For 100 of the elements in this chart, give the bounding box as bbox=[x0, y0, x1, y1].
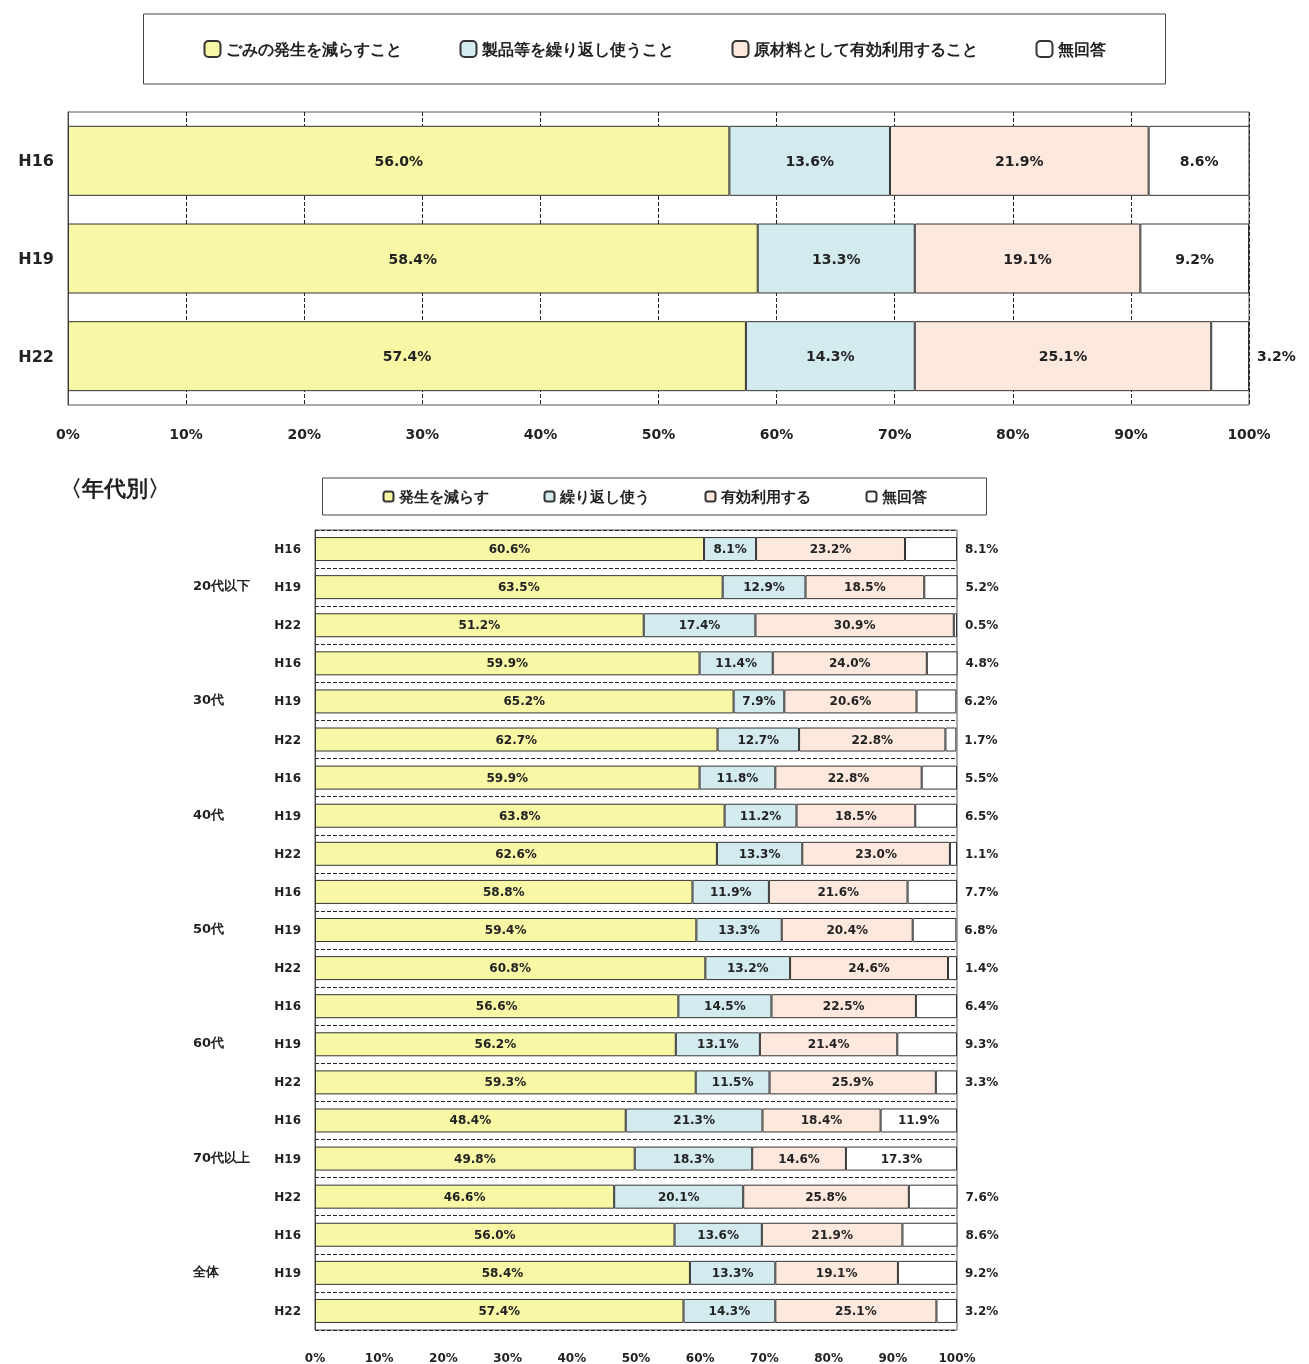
data-label: 8.6% bbox=[965, 1227, 999, 1242]
data-label: 13.6% bbox=[785, 152, 834, 169]
data-label: 23.0% bbox=[855, 846, 897, 861]
data-label: 20.6% bbox=[829, 694, 872, 709]
x-tick-label: 40% bbox=[557, 1351, 587, 1364]
x-tick-label: 70% bbox=[877, 426, 912, 442]
data-label: 11.9% bbox=[897, 1113, 940, 1128]
text: 20代以下 bbox=[193, 578, 251, 594]
data-label: 56.2% bbox=[474, 1037, 517, 1052]
data-label: 25.8% bbox=[805, 1189, 847, 1204]
data-label: 18.5% bbox=[835, 808, 877, 823]
data-label: 18.3% bbox=[672, 1151, 715, 1166]
x-tick-label: 50% bbox=[641, 426, 676, 442]
data-label: 0.5% bbox=[965, 618, 999, 633]
data-label: 63.5% bbox=[498, 580, 540, 595]
data-label: 19.1% bbox=[815, 1265, 858, 1280]
data-label: 30.9% bbox=[833, 618, 876, 633]
x-tick-label: 60% bbox=[759, 426, 794, 442]
x-tick-label: 40% bbox=[523, 426, 558, 442]
data-label: 1.4% bbox=[965, 961, 999, 976]
data-label: 14.6% bbox=[778, 1151, 820, 1166]
data-label: 6.5% bbox=[965, 808, 999, 823]
data-label: 8.6% bbox=[1179, 152, 1219, 169]
data-label: 14.3% bbox=[708, 1303, 751, 1318]
data-label: 1.1% bbox=[965, 846, 999, 861]
data-label: 59.9% bbox=[486, 770, 529, 785]
y-tick-label: H16 bbox=[274, 999, 301, 1014]
x-tick-label: 20% bbox=[429, 1351, 458, 1364]
data-label: 62.6% bbox=[495, 846, 537, 861]
data-label: 25.9% bbox=[831, 1075, 874, 1090]
legend-label: ごみの発生を減らすこと bbox=[225, 39, 402, 59]
data-label: 17.4% bbox=[678, 618, 721, 633]
data-label: 11.9% bbox=[709, 884, 752, 899]
x-tick-label: 90% bbox=[1114, 426, 1148, 442]
data-label: 25.1% bbox=[1038, 348, 1088, 365]
x-tick-label: 30% bbox=[493, 1351, 522, 1364]
data-label: 13.1% bbox=[697, 1037, 739, 1052]
data-label: 13.3% bbox=[718, 923, 760, 937]
y-tick-label: H16 bbox=[274, 884, 301, 899]
y-tick-label: H22 bbox=[274, 732, 301, 747]
data-label: 11.2% bbox=[739, 808, 782, 823]
data-label: 22.8% bbox=[851, 732, 894, 747]
y-tick-label: H16 bbox=[274, 1113, 301, 1128]
y-tick-label: H22 bbox=[274, 1189, 301, 1204]
y-tick-label: H19 bbox=[274, 1037, 301, 1052]
data-label: 60.8% bbox=[489, 961, 531, 976]
data-label: 59.4% bbox=[484, 923, 527, 937]
data-label: 22.8% bbox=[827, 770, 870, 785]
data-label: 49.8% bbox=[454, 1151, 496, 1166]
data-label: 13.3% bbox=[811, 250, 861, 267]
data-label: 25.1% bbox=[835, 1303, 877, 1318]
data-label: 13.3% bbox=[738, 846, 781, 861]
x-tick-label: 0% bbox=[56, 426, 80, 442]
data-label: 13.6% bbox=[697, 1227, 739, 1242]
x-tick-label: 10% bbox=[169, 426, 203, 442]
y-tick-label: H16 bbox=[18, 151, 54, 171]
y-tick-label: H19 bbox=[274, 808, 301, 823]
y-tick-label: H22 bbox=[274, 846, 301, 861]
data-label: 24.6% bbox=[848, 961, 890, 976]
y-tick-label: H19 bbox=[18, 249, 54, 268]
text: 50代 bbox=[193, 921, 225, 936]
y-tick-label: H19 bbox=[274, 1265, 301, 1280]
data-label: 6.8% bbox=[964, 923, 998, 937]
data-label: 12.9% bbox=[743, 580, 785, 595]
data-label: 48.4% bbox=[449, 1113, 492, 1128]
x-tick-label: 60% bbox=[685, 1351, 715, 1364]
data-label: 58.4% bbox=[388, 250, 438, 267]
text: 30代 bbox=[193, 692, 225, 708]
text: 60代 bbox=[193, 1035, 225, 1051]
x-tick-label: 80% bbox=[996, 426, 1030, 442]
x-tick-label: 80% bbox=[814, 1351, 843, 1364]
text: 〈年代別〉 bbox=[60, 475, 170, 501]
text: 70代以上 bbox=[193, 1149, 251, 1165]
data-label: 18.4% bbox=[800, 1113, 843, 1128]
legend-label: 原材料として有効利用すること bbox=[752, 39, 978, 59]
data-label: 65.2% bbox=[503, 694, 546, 709]
data-label: 7.7% bbox=[965, 884, 999, 899]
y-tick-label: H16 bbox=[274, 656, 301, 671]
data-label: 5.2% bbox=[965, 580, 999, 595]
y-tick-label: H22 bbox=[274, 961, 301, 976]
data-label: 12.7% bbox=[737, 732, 780, 747]
y-tick-label: H22 bbox=[274, 618, 301, 633]
data-label: 56.6% bbox=[475, 999, 518, 1014]
data-label: 6.4% bbox=[965, 999, 999, 1014]
data-label: 58.8% bbox=[482, 884, 525, 899]
x-tick-label: 100% bbox=[1227, 426, 1271, 442]
data-label: 21.6% bbox=[817, 884, 860, 899]
data-label: 5.5% bbox=[965, 770, 999, 785]
y-tick-label: H16 bbox=[274, 542, 301, 557]
data-label: 56.0% bbox=[473, 1227, 516, 1242]
x-tick-label: 50% bbox=[621, 1351, 651, 1364]
data-label: 20.4% bbox=[826, 923, 869, 937]
y-tick-label: H19 bbox=[274, 580, 301, 595]
data-label: 11.5% bbox=[711, 1075, 754, 1090]
y-tick-label: H19 bbox=[274, 923, 301, 937]
data-label: 11.8% bbox=[716, 770, 759, 785]
data-label: 18.5% bbox=[844, 580, 886, 595]
data-label: 60.6% bbox=[488, 542, 531, 557]
data-label: 21.4% bbox=[807, 1037, 850, 1052]
data-label: 8.1% bbox=[965, 542, 999, 557]
